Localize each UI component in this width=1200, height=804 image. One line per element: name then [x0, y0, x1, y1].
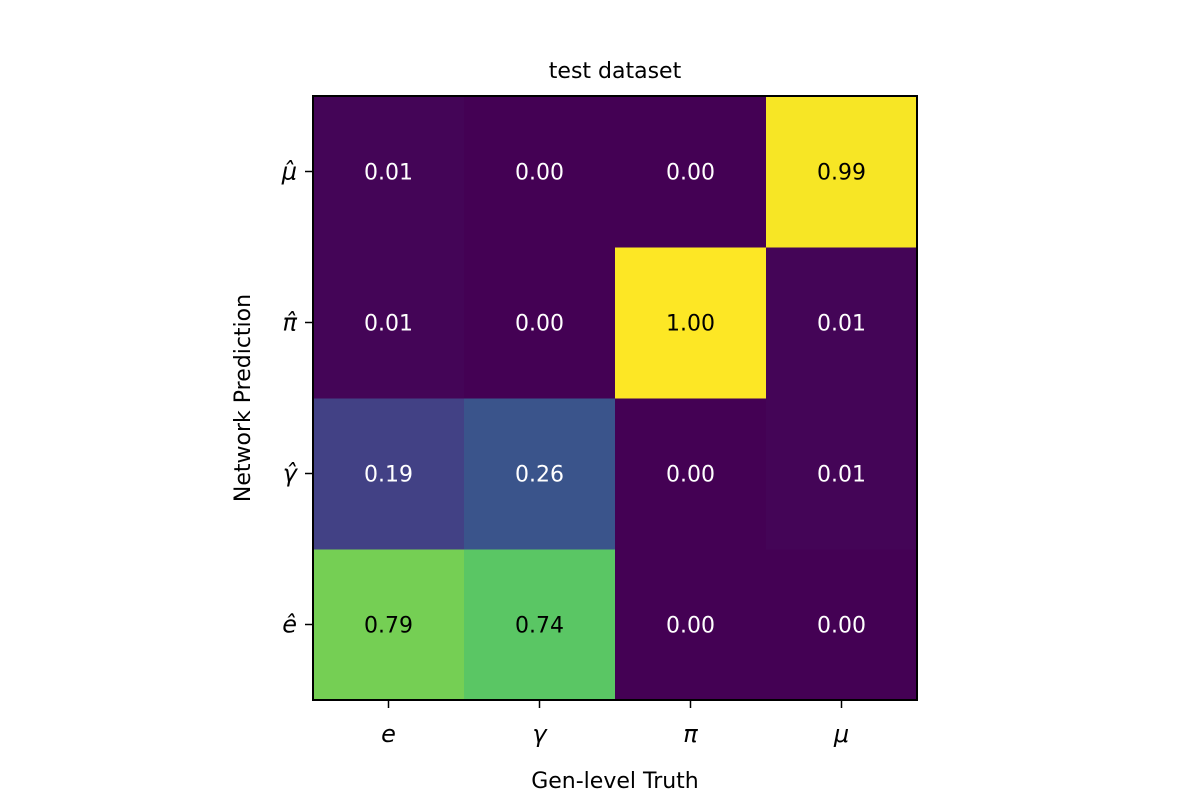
- cell-value-label: 0.74: [515, 614, 564, 639]
- cell-value-labels: 0.79 0.74 0.00 0.00 0.19 0.26 0.00 0.01 0.01 0.00…: [364, 161, 866, 639]
- x-axis-label: Gen-level Truth: [531, 769, 699, 794]
- x-tick-label: γ: [532, 720, 548, 748]
- cell-value-label: 0.00: [817, 614, 866, 639]
- cell-value-label: 0.00: [666, 463, 715, 488]
- cell-value-label: 0.79: [364, 614, 413, 639]
- cell-value-label: 0.19: [364, 463, 413, 488]
- cell-value-label: 0.01: [817, 312, 866, 337]
- y-axis-label: Network Prediction: [231, 294, 256, 502]
- y-tick-label: π̂: [283, 309, 298, 337]
- cell-value-label: 0.00: [515, 161, 564, 186]
- plot-frame: [312, 95, 918, 701]
- heatmap-cell: [766, 549, 918, 701]
- cell-value-label: 0.00: [515, 312, 564, 337]
- chart-title: test dataset: [549, 59, 682, 84]
- heatmap-cell: [313, 398, 465, 550]
- heatmap-cell: [464, 398, 616, 550]
- heatmap-cell: [464, 549, 616, 701]
- heatmap-cell: [615, 398, 767, 550]
- heatmap-cell: [313, 549, 465, 701]
- y-axis-ticks: ê γ̂ π̂ μ̂: [281, 158, 313, 639]
- heatmap-cell: [313, 247, 465, 399]
- heatmap-cell: [464, 247, 616, 399]
- cell-value-label: 0.26: [515, 463, 564, 488]
- heatmap-cell: [766, 96, 918, 248]
- x-tick-label: μ: [833, 720, 849, 748]
- heatmap-cell: [766, 247, 918, 399]
- y-tick-label: ê: [282, 611, 297, 639]
- heatmap-cell: [615, 549, 767, 701]
- cell-value-label: 0.00: [666, 161, 715, 186]
- heatmap-cells: [313, 96, 918, 701]
- x-tick-label: π: [683, 720, 698, 748]
- cell-value-label: 1.00: [666, 312, 715, 337]
- cell-value-label: 0.00: [666, 614, 715, 639]
- y-tick-label: γ̂: [283, 460, 299, 488]
- y-tick-label: μ̂: [281, 158, 297, 186]
- heatmap-cell: [313, 96, 465, 248]
- heatmap-cell: [615, 96, 767, 248]
- x-tick-label: e: [381, 720, 396, 748]
- cell-value-label: 0.01: [364, 161, 413, 186]
- cell-value-label: 0.99: [817, 161, 866, 186]
- cell-value-label: 0.01: [364, 312, 413, 337]
- heatmap-cell: [464, 96, 616, 248]
- cell-value-label: 0.01: [817, 463, 866, 488]
- heatmap-cell: [615, 247, 767, 399]
- heatmap-cell: [766, 398, 918, 550]
